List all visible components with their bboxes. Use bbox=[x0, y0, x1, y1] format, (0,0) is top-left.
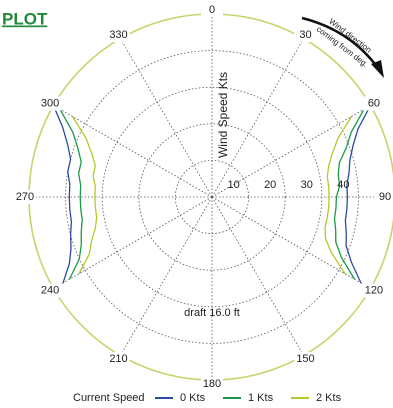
legend-label: 0 Kts bbox=[180, 392, 206, 404]
spoke bbox=[211, 196, 304, 356]
theta-tick-label: 210 bbox=[109, 353, 127, 365]
legend-title: Current Speed bbox=[73, 392, 145, 404]
radial-label: Wind Speed Kts bbox=[216, 72, 230, 158]
theta-tick-label: 60 bbox=[368, 97, 380, 109]
theta-tick-label: 120 bbox=[365, 284, 383, 296]
theta-tick-label: 30 bbox=[299, 29, 311, 41]
theta-tick-label: 300 bbox=[41, 97, 59, 109]
tick-label-bg bbox=[14, 190, 36, 204]
tick-label-bg bbox=[39, 96, 62, 111]
tick-label-bg bbox=[294, 351, 317, 366]
spoke bbox=[211, 38, 304, 198]
series-line bbox=[59, 108, 365, 280]
series-line bbox=[52, 105, 372, 284]
chart-title: PLOT bbox=[2, 9, 48, 28]
theta-tick-label: 0 bbox=[209, 4, 215, 16]
spoke bbox=[211, 196, 371, 289]
annotation: draft 16.0 ft bbox=[184, 307, 240, 319]
theta-tick-label: 150 bbox=[296, 353, 314, 365]
arrow-head bbox=[371, 60, 384, 78]
spoke bbox=[120, 38, 213, 198]
theta-tick-label: 270 bbox=[16, 191, 34, 203]
legend-label: 1 Kts bbox=[248, 392, 274, 404]
tick-label-bg bbox=[201, 3, 223, 17]
tick-label-bg bbox=[201, 377, 223, 391]
r-tick-label: 20 bbox=[264, 179, 276, 191]
theta-tick-label: 180 bbox=[203, 378, 221, 390]
legend-label: 2 Kts bbox=[316, 392, 342, 404]
tick-label-bg bbox=[362, 283, 385, 298]
theta-tick-label: 90 bbox=[379, 191, 391, 203]
spoke bbox=[53, 196, 213, 289]
r-tick-label: 10 bbox=[227, 179, 239, 191]
tick-label-bg bbox=[362, 96, 385, 111]
spoke bbox=[120, 196, 213, 356]
ring bbox=[138, 123, 286, 271]
r-tick-label: 30 bbox=[301, 179, 313, 191]
tick-label-bg bbox=[39, 283, 62, 298]
series-line bbox=[71, 116, 353, 275]
arrow-arc bbox=[301, 16, 380, 69]
spoke bbox=[211, 105, 371, 198]
tick-label-bg bbox=[374, 190, 393, 204]
tick-label-bg bbox=[107, 28, 130, 43]
ring bbox=[174, 159, 249, 234]
spoke bbox=[53, 105, 213, 198]
r-tick-label: 40 bbox=[337, 179, 349, 191]
ring bbox=[65, 50, 359, 344]
theta-tick-label: 240 bbox=[41, 284, 59, 296]
theta-tick-label: 330 bbox=[109, 29, 127, 41]
tick-label-bg bbox=[107, 351, 130, 366]
wind-arrow bbox=[301, 16, 384, 78]
tick-label-bg bbox=[294, 28, 317, 43]
